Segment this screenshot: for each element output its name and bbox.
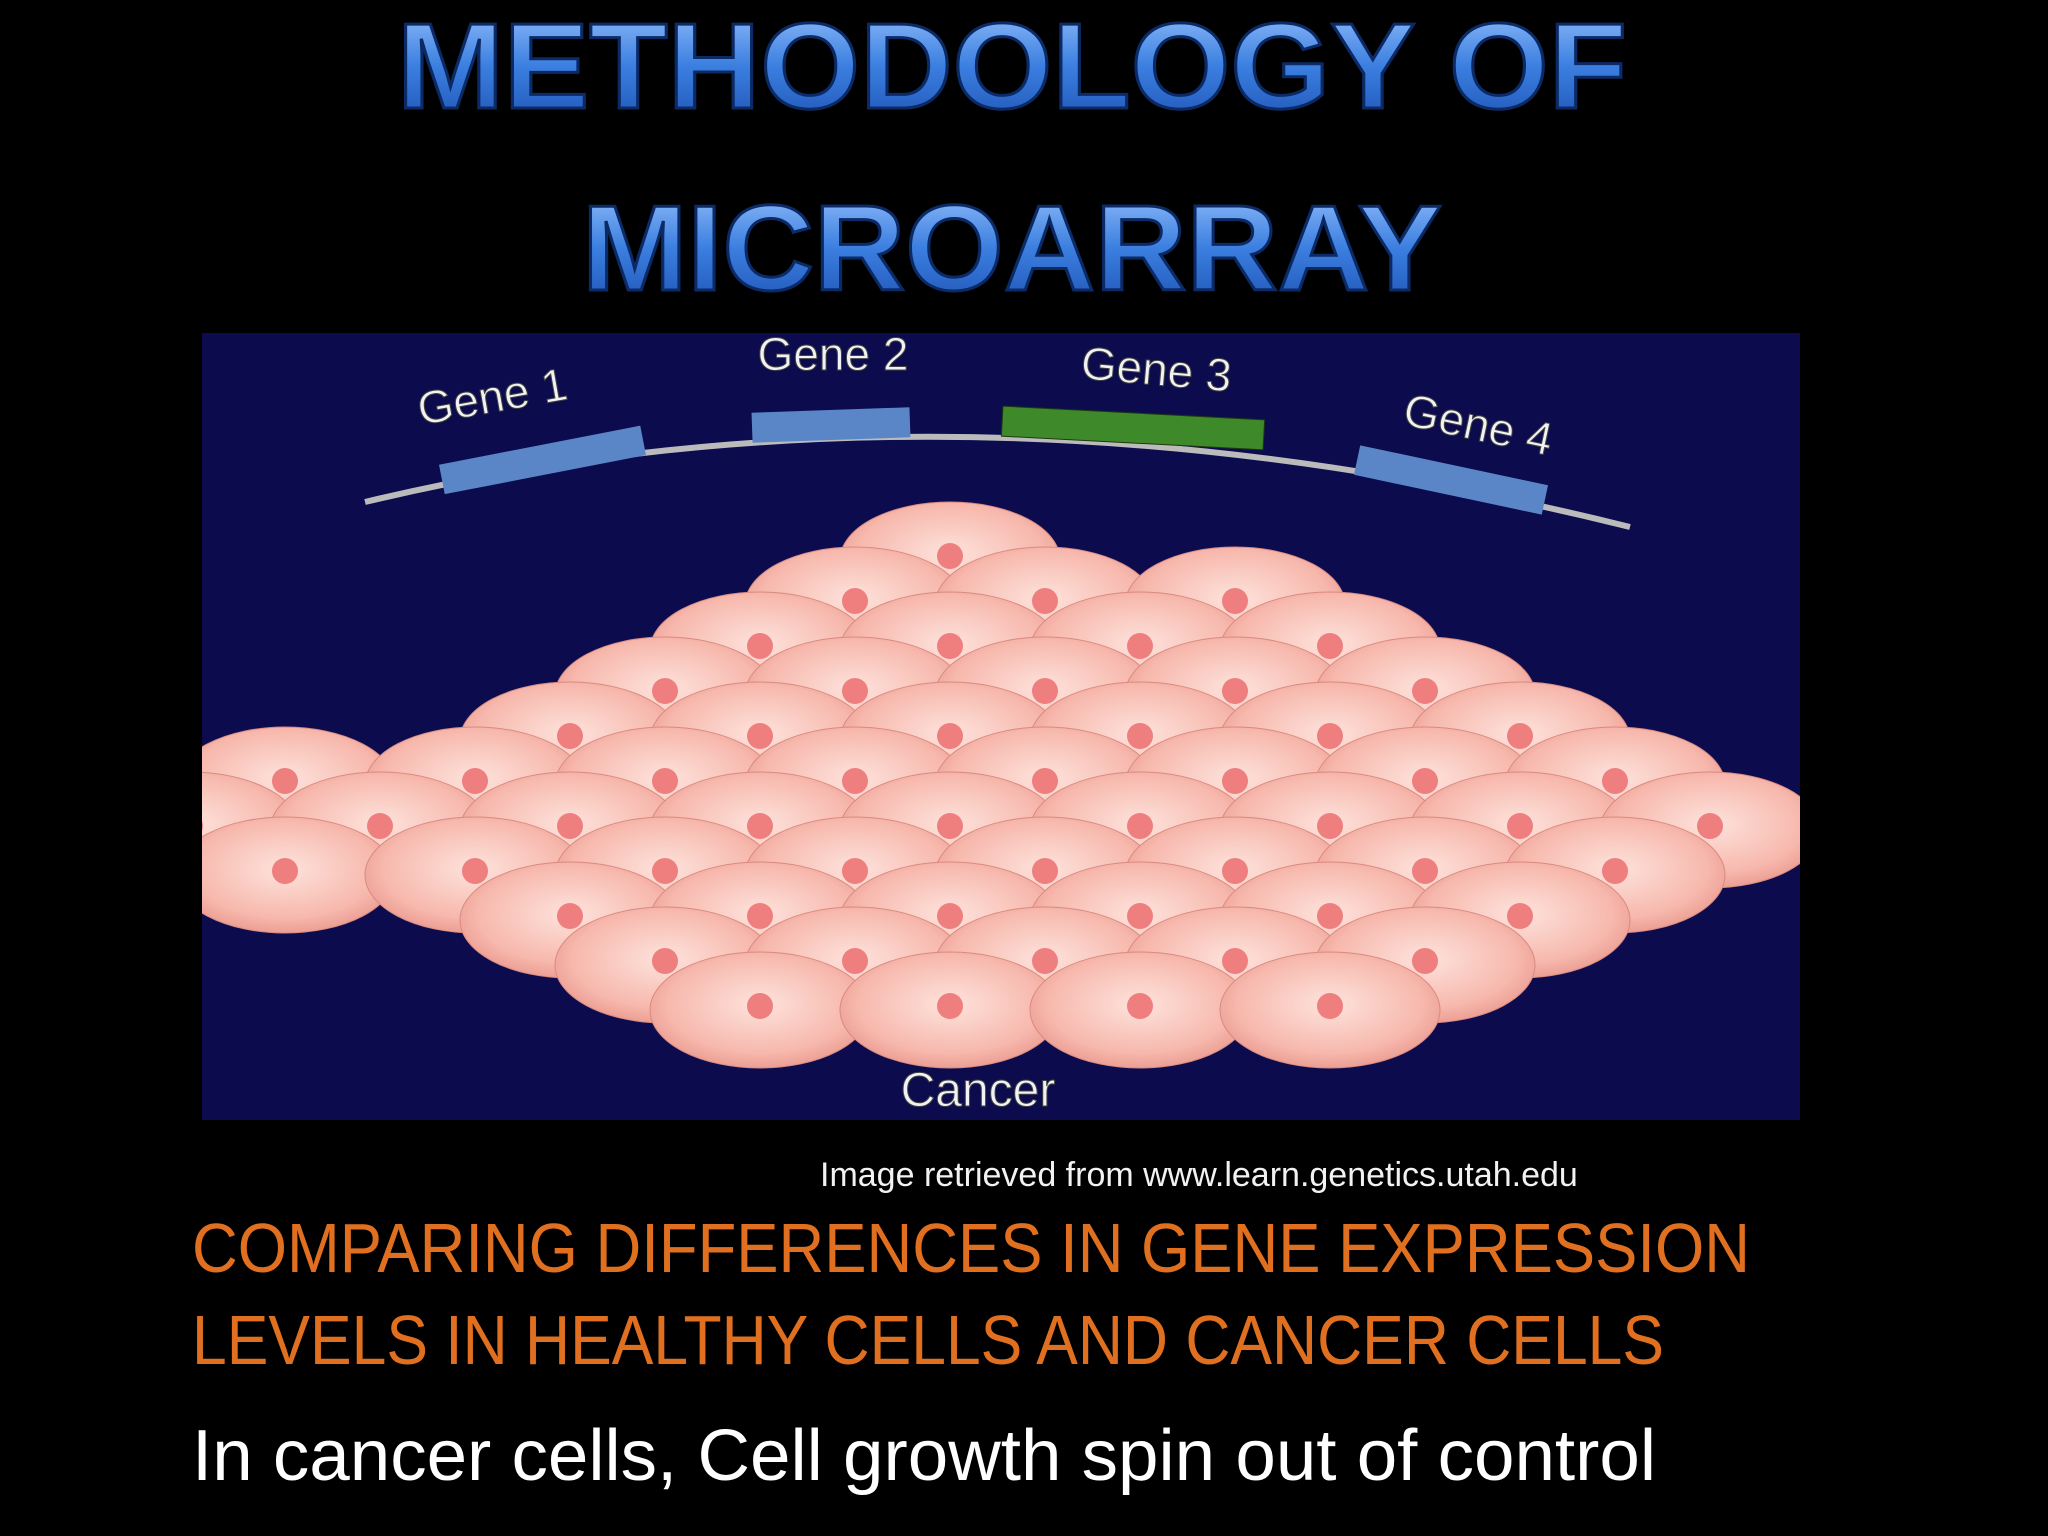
nucleus <box>1602 768 1628 794</box>
nucleus <box>1032 948 1058 974</box>
nucleus <box>1317 723 1343 749</box>
nucleus <box>747 993 773 1019</box>
nucleus <box>1317 993 1343 1019</box>
gene-segment <box>751 407 911 443</box>
heading-line: COMPARING DIFFERENCES IN GENE EXPRESSION <box>192 1209 1750 1287</box>
nucleus <box>1412 678 1438 704</box>
nucleus <box>1507 903 1533 929</box>
nucleus <box>1032 858 1058 884</box>
nucleus <box>652 948 678 974</box>
nucleus <box>937 543 963 569</box>
nucleus <box>937 903 963 929</box>
nucleus <box>1222 948 1248 974</box>
nucleus <box>557 723 583 749</box>
nucleus <box>1222 858 1248 884</box>
body-text: In cancer cells, Cell growth spin out of… <box>192 1416 1656 1496</box>
nucleus <box>1032 768 1058 794</box>
gene-segment <box>1353 445 1549 515</box>
nucleus <box>747 903 773 929</box>
nucleus <box>1127 633 1153 659</box>
nucleus <box>652 858 678 884</box>
nucleus <box>842 948 868 974</box>
nucleus <box>937 723 963 749</box>
nucleus <box>1032 678 1058 704</box>
nucleus <box>367 813 393 839</box>
nucleus <box>842 588 868 614</box>
nucleus <box>842 768 868 794</box>
nucleus <box>1507 723 1533 749</box>
nucleus <box>1317 813 1343 839</box>
nucleus <box>937 633 963 659</box>
nucleus <box>202 821 203 831</box>
nucleus <box>747 813 773 839</box>
nucleus <box>462 858 488 884</box>
nucleus <box>652 678 678 704</box>
nucleus <box>937 813 963 839</box>
nucleus <box>1127 993 1153 1019</box>
nucleus <box>842 858 868 884</box>
nucleus <box>747 633 773 659</box>
gene-segment <box>439 425 646 495</box>
nucleus <box>557 813 583 839</box>
nucleus <box>1697 813 1723 839</box>
title-line: MICROARRAY <box>582 180 1442 316</box>
nucleus <box>1317 903 1343 929</box>
nucleus <box>1507 813 1533 839</box>
nucleus <box>1127 723 1153 749</box>
nucleus <box>1412 948 1438 974</box>
gene-segment <box>1000 405 1266 451</box>
nucleus <box>557 903 583 929</box>
nucleus <box>747 723 773 749</box>
nucleus <box>652 768 678 794</box>
nucleus <box>1317 633 1343 659</box>
title-line: METHODOLOGY OF <box>397 0 1627 134</box>
nucleus <box>1127 813 1153 839</box>
figure-label: Cancer <box>901 1064 1056 1117</box>
nucleus <box>1222 678 1248 704</box>
nucleus <box>462 768 488 794</box>
nucleus <box>1127 903 1153 929</box>
nucleus <box>937 993 963 1019</box>
nucleus <box>1222 588 1248 614</box>
heading-line: LEVELS IN HEALTHY CELLS AND CANCER CELLS <box>192 1301 1664 1379</box>
gene-label: Gene 2 <box>758 328 909 380</box>
nucleus <box>272 858 298 884</box>
nucleus <box>1222 768 1248 794</box>
nucleus <box>1032 588 1058 614</box>
nucleus <box>272 768 298 794</box>
nucleus <box>1602 858 1628 884</box>
caption: Image retrieved from www.learn.genetics.… <box>820 1156 1578 1194</box>
nucleus <box>842 678 868 704</box>
nucleus <box>1412 768 1438 794</box>
nucleus <box>1412 858 1438 884</box>
